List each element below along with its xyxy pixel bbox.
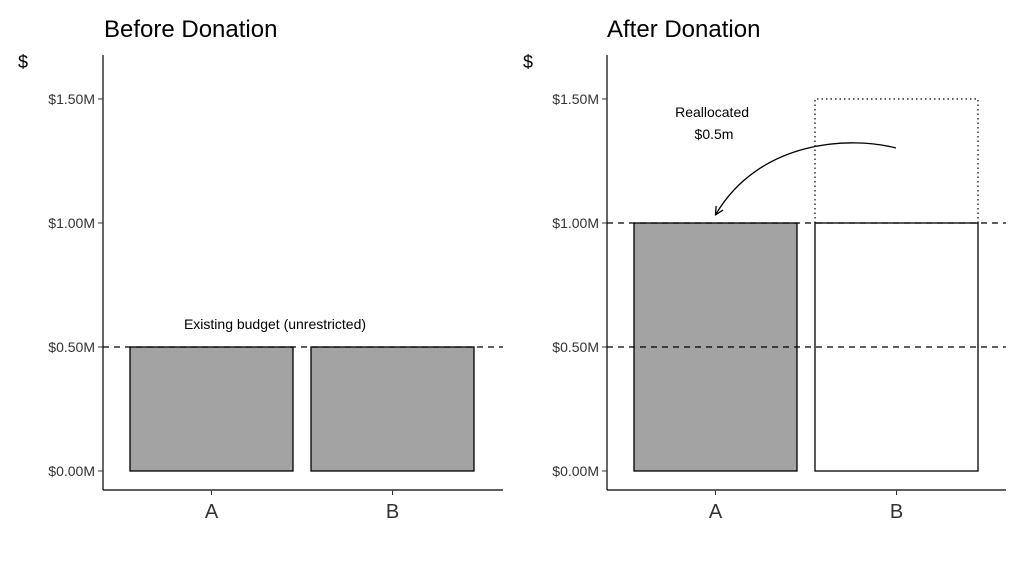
y-axis-label: $	[18, 52, 28, 72]
panel-before-donation: Before Donation $ $0.00M $0.50M $1.00M $1.5…	[18, 16, 503, 523]
annotation-reallocated: Reallocated $0.5m	[675, 104, 753, 142]
y-tick-label: $0.50M	[48, 339, 95, 355]
annotation-existing-budget: Existing budget (unrestricted)	[184, 316, 366, 332]
annotation-line-2: $0.5m	[695, 126, 734, 142]
reallocation-arrow	[716, 142, 897, 214]
annotation-line-1: Reallocated	[675, 104, 749, 120]
y-tick-label: $1.00M	[48, 215, 95, 231]
y-ticks: $0.00M $0.50M $1.00M $1.50M	[48, 91, 103, 479]
y-tick-label: $0.50M	[552, 339, 599, 355]
panel-after-donation: After Donation $ $0.00M $0.50M $1.00M $1.50…	[523, 16, 1006, 523]
panel-title: Before Donation	[104, 16, 277, 43]
dotted-outline-bar-b	[814, 98, 979, 223]
y-tick-label: $0.00M	[48, 463, 95, 479]
y-axis-label: $	[523, 52, 533, 72]
x-tick-label: A	[709, 501, 723, 523]
y-tick-label: $1.00M	[552, 215, 599, 231]
bars	[129, 346, 475, 472]
panel-title: After Donation	[607, 16, 760, 43]
bars	[633, 98, 979, 472]
y-tick-label: $0.00M	[552, 463, 599, 479]
y-ticks: $0.00M $0.50M $1.00M $1.50M	[552, 91, 607, 479]
x-tick-label: B	[386, 501, 399, 523]
bar-b	[310, 346, 475, 472]
y-tick-label: $1.50M	[552, 91, 599, 107]
bar-a	[129, 346, 294, 472]
x-tick-label: A	[205, 501, 219, 523]
x-tick-label: B	[890, 501, 903, 523]
y-tick-label: $1.50M	[48, 91, 95, 107]
